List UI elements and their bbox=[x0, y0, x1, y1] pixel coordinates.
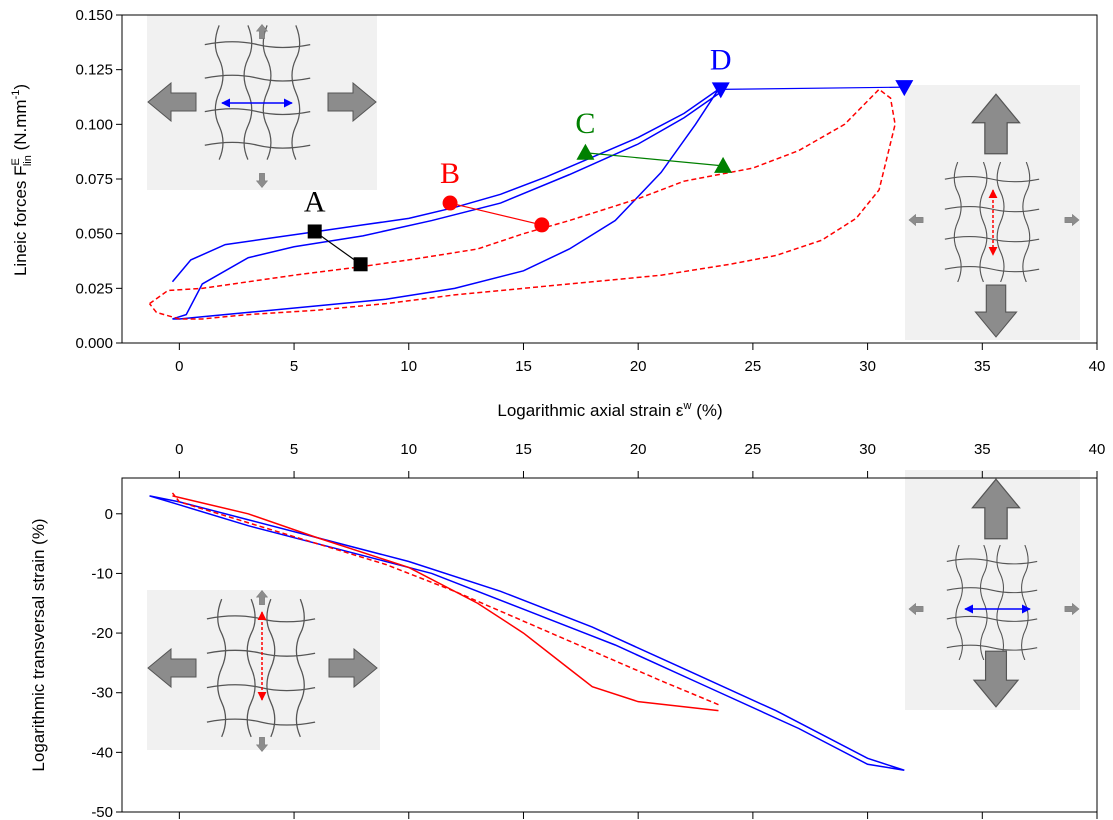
series-line bbox=[149, 495, 905, 771]
x-label-sup: w bbox=[683, 400, 692, 412]
x-tick-label: 10 bbox=[400, 358, 417, 375]
marker bbox=[714, 156, 733, 173]
y-label-sup: E bbox=[10, 158, 22, 165]
marker bbox=[442, 195, 458, 211]
y-tick-label: 0.100 bbox=[75, 116, 113, 133]
series-line bbox=[172, 495, 719, 712]
marker bbox=[711, 82, 730, 99]
series-line bbox=[148, 88, 896, 320]
series-line bbox=[171, 88, 720, 320]
x-tick-label: 0 bbox=[175, 441, 183, 458]
x-tick-label: 35 bbox=[974, 358, 991, 375]
x-tick-label: 10 bbox=[400, 441, 417, 458]
x-tick-label: 20 bbox=[630, 358, 647, 375]
plot-frame bbox=[121, 477, 1098, 813]
inset-top-right bbox=[905, 85, 1080, 340]
series-line bbox=[720, 86, 905, 90]
y-tick-label: -50 bbox=[91, 804, 113, 820]
y-tick-label: 0.025 bbox=[75, 280, 113, 297]
y-tick-label: 0.150 bbox=[75, 7, 113, 24]
y-label-part: ) bbox=[11, 84, 30, 90]
y-tick-label: -30 bbox=[91, 685, 113, 702]
x-tick-label: 30 bbox=[859, 358, 876, 375]
inset-bottom-right bbox=[905, 470, 1080, 710]
y-tick-label: 0.075 bbox=[75, 171, 113, 188]
y-label-part: Lineic forces F bbox=[11, 165, 30, 276]
point-label: B bbox=[440, 157, 460, 190]
point-label: C bbox=[575, 107, 595, 140]
marker bbox=[895, 80, 914, 97]
x-axis-label: Logarithmic axial strain εw (%) bbox=[497, 400, 722, 420]
x-tick-label: 20 bbox=[630, 441, 647, 458]
y-label-part: (N.mm bbox=[11, 99, 30, 155]
y-label-sup: -1 bbox=[10, 90, 22, 100]
x-tick-label: 5 bbox=[290, 358, 298, 375]
point-label: D bbox=[710, 43, 732, 76]
series-line bbox=[585, 152, 724, 167]
inset-bottom-left bbox=[147, 590, 380, 752]
x-tick-label: 0 bbox=[175, 358, 183, 375]
x-tick-label: 40 bbox=[1089, 441, 1106, 458]
marker bbox=[534, 217, 550, 233]
x-tick-label: 15 bbox=[515, 441, 532, 458]
marker bbox=[353, 257, 368, 272]
y-tick-label: 0.000 bbox=[75, 335, 113, 352]
y-tick-label: -40 bbox=[91, 744, 113, 761]
series-line bbox=[171, 492, 719, 706]
x-tick-label: 30 bbox=[859, 441, 876, 458]
x-tick-label: 15 bbox=[515, 358, 532, 375]
series-line bbox=[314, 230, 361, 265]
y-tick-label: 0.050 bbox=[75, 226, 113, 243]
point-label: A bbox=[304, 185, 326, 218]
series-line bbox=[449, 202, 542, 226]
inset-top-left bbox=[147, 15, 377, 190]
y-axis-label: Lineic forces FElin (N.mm-1) bbox=[10, 84, 34, 276]
y-label-sub: lin bbox=[22, 155, 34, 166]
x-tick-label: 25 bbox=[745, 441, 762, 458]
y-tick-label: 0.125 bbox=[75, 62, 113, 79]
x-tick-label: 35 bbox=[974, 441, 991, 458]
x-label-part: (%) bbox=[691, 401, 722, 420]
y-tick-label: -10 bbox=[91, 565, 113, 582]
x-tick-label: 5 bbox=[290, 441, 298, 458]
y-axis-label: Logarithmic transversal strain (%) bbox=[29, 518, 48, 771]
marker bbox=[307, 224, 322, 239]
y-tick-label: 0 bbox=[105, 506, 113, 523]
marker bbox=[576, 143, 595, 160]
x-tick-label: 25 bbox=[745, 358, 762, 375]
y-tick-label: -20 bbox=[91, 625, 113, 642]
x-tick-label: 40 bbox=[1089, 358, 1106, 375]
x-label-part: Logarithmic axial strain ε bbox=[497, 401, 684, 420]
